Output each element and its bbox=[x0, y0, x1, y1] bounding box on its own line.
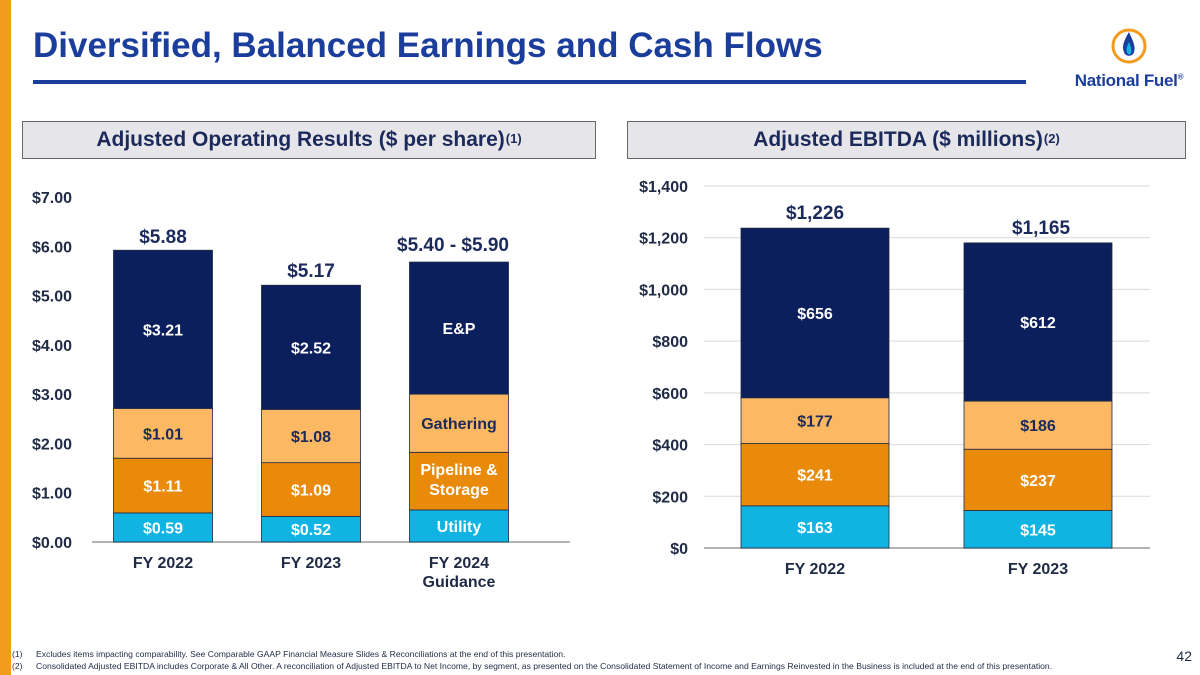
data-label: $0.52 bbox=[291, 522, 331, 539]
right-panel-footnote-ref: (2) bbox=[1043, 130, 1060, 146]
data-label: $0.59 bbox=[143, 520, 183, 537]
data-label: E&P bbox=[443, 321, 476, 338]
data-label: $656 bbox=[797, 306, 833, 323]
slide-title: Diversified, Balanced Earnings and Cash … bbox=[33, 26, 823, 65]
logo-trademark: ® bbox=[1177, 72, 1184, 82]
bar-pipeline-storage-fy-2023 bbox=[261, 462, 361, 517]
bar-utility-fy-2022 bbox=[740, 505, 890, 549]
bar-pipeline-storage-fy-2022 bbox=[740, 443, 890, 507]
data-label: $241 bbox=[797, 468, 833, 485]
data-label: $163 bbox=[797, 520, 833, 537]
footnote-2: (2) Consolidated Adjusted EBITDA include… bbox=[12, 660, 1132, 672]
y-tick-label: $1,000 bbox=[639, 282, 688, 299]
data-label: $237 bbox=[1020, 473, 1056, 490]
y-tick-label: $1,200 bbox=[639, 231, 688, 248]
x-category-label: FY 2022 bbox=[785, 561, 845, 578]
left-panel-header: Adjusted Operating Results ($ per share)… bbox=[22, 121, 596, 159]
accent-side-bar bbox=[0, 0, 11, 675]
bar-gathering-fy-2024-guidance bbox=[409, 393, 509, 453]
flame-logo-icon bbox=[1111, 28, 1147, 64]
footnote-1-text: Excludes items impacting comparability. … bbox=[36, 649, 566, 659]
national-fuel-logo: National Fuel® bbox=[1066, 26, 1192, 94]
bar-e-p-fy-2022 bbox=[113, 249, 213, 409]
bar-pipeline-storage-fy-2024-guidance bbox=[409, 451, 509, 511]
total-label: $5.88 bbox=[139, 227, 187, 248]
y-tick-label: $7.00 bbox=[32, 190, 72, 207]
y-tick-label: $400 bbox=[652, 438, 688, 455]
data-label: Gathering bbox=[421, 416, 497, 433]
data-label: Pipeline & bbox=[420, 462, 498, 479]
footnote-1: (1) Excludes items impacting comparabili… bbox=[12, 648, 1132, 660]
x-category-label: FY 2024 bbox=[429, 555, 489, 572]
bar-gathering-fy-2022 bbox=[740, 397, 890, 444]
logo-name: National Fuel bbox=[1074, 71, 1178, 90]
data-label: Utility bbox=[437, 519, 482, 536]
x-category-label: FY 2022 bbox=[133, 555, 193, 572]
bar-e-p-fy-2022 bbox=[740, 227, 890, 399]
y-tick-label: $800 bbox=[652, 334, 688, 351]
total-label: $1,226 bbox=[786, 203, 844, 224]
right-panel-title: Adjusted EBITDA ($ millions) bbox=[753, 128, 1043, 151]
y-tick-label: $5.00 bbox=[32, 289, 72, 306]
right-panel-header: Adjusted EBITDA ($ millions) (2) bbox=[627, 121, 1186, 159]
data-label: $1.01 bbox=[143, 426, 183, 443]
bar-utility-fy-2023 bbox=[261, 515, 361, 543]
y-tick-label: $1.00 bbox=[32, 486, 72, 503]
logo-wordmark: National Fuel® bbox=[1066, 71, 1192, 91]
x-category-label: FY 2023 bbox=[1008, 561, 1068, 578]
y-tick-label: $1,400 bbox=[639, 179, 688, 196]
bar-e-p-fy-2023 bbox=[261, 284, 361, 410]
y-tick-label: $0 bbox=[670, 541, 688, 558]
bar-e-p-fy-2023 bbox=[963, 242, 1113, 402]
left-panel-footnote-ref: (1) bbox=[505, 130, 522, 146]
data-label: Storage bbox=[429, 482, 489, 499]
x-category-label: FY 2023 bbox=[281, 555, 341, 572]
y-tick-label: $600 bbox=[652, 386, 688, 403]
data-label: $145 bbox=[1020, 522, 1056, 539]
footnote-2-number: (2) bbox=[12, 661, 23, 671]
data-label: $612 bbox=[1020, 315, 1056, 332]
bar-pipeline-storage-fy-2023 bbox=[963, 448, 1113, 511]
data-label: $2.52 bbox=[291, 340, 331, 357]
bar-pipeline-storage-fy-2022 bbox=[113, 457, 213, 514]
footnotes: (1) Excludes items impacting comparabili… bbox=[12, 648, 1132, 672]
y-tick-label: $3.00 bbox=[32, 387, 72, 404]
data-label: $186 bbox=[1020, 418, 1056, 435]
total-label: $5.40 - $5.90 bbox=[397, 235, 509, 256]
data-label: $1.11 bbox=[143, 479, 182, 496]
operating-results-chart: $0.00 $1.00 $2.00 $3.00 $4.00 $5.00 $6.00 $7.00… bbox=[32, 190, 570, 591]
x-category-label: Guidance bbox=[423, 574, 496, 591]
bar-e-p-fy-2024-guidance bbox=[409, 261, 509, 395]
title-underline bbox=[33, 80, 1026, 84]
bar-utility-fy-2022 bbox=[113, 512, 213, 543]
data-label: $1.09 bbox=[291, 483, 331, 500]
y-tick-label: $0.00 bbox=[32, 535, 72, 552]
data-label: $1.08 bbox=[291, 429, 331, 446]
page-number: 42 bbox=[1176, 648, 1192, 664]
footnote-1-number: (1) bbox=[12, 649, 23, 659]
data-label: $177 bbox=[797, 414, 833, 431]
data-label: $3.21 bbox=[143, 322, 183, 339]
bar-gathering-fy-2023 bbox=[963, 400, 1113, 450]
y-tick-label: $4.00 bbox=[32, 338, 72, 355]
left-panel-title: Adjusted Operating Results ($ per share) bbox=[96, 128, 505, 151]
y-tick-label: $6.00 bbox=[32, 239, 72, 256]
ebitda-chart: $0 $200 $400 $600 $800 $1,000 $1,200 $1,400 FY 2… bbox=[639, 179, 1150, 578]
total-label: $5.17 bbox=[287, 261, 335, 282]
total-label: $1,165 bbox=[1012, 218, 1071, 239]
y-tick-label: $200 bbox=[652, 489, 688, 506]
footnote-2-text: Consolidated Adjusted EBITDA includes Co… bbox=[36, 661, 1053, 671]
y-tick-label: $2.00 bbox=[32, 436, 72, 453]
